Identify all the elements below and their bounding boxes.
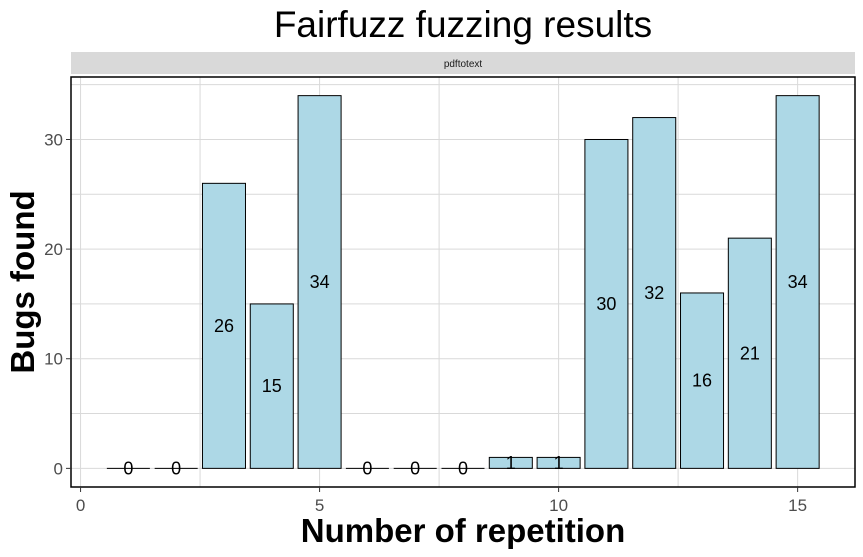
bar [727,237,772,469]
data-label: 0 [171,458,181,478]
bar [201,182,246,469]
bar [536,456,581,469]
data-label: 1 [554,453,564,473]
data-labels: 0 0 26 15 34 0 0 0 1 1 30 32 16 21 34 [123,272,807,478]
data-label: 34 [310,272,330,292]
facet-strip [71,52,855,74]
data-label: 0 [362,458,372,478]
data-label: 26 [214,316,234,336]
bar [632,117,677,469]
x-axis-title: Number of repetition [301,512,626,549]
bar [584,138,629,469]
x-tick-label: 10 [549,496,568,515]
bar [680,292,725,469]
y-axis: 0 10 20 30 [44,130,71,478]
x-tick-label: 0 [76,496,85,515]
data-label: 16 [692,371,712,391]
bars [106,95,820,469]
data-label: 30 [596,294,616,314]
bar [775,95,820,469]
data-label: 34 [788,272,808,292]
x-tick-label: 15 [788,496,807,515]
x-tick-label: 5 [315,496,324,515]
data-label: 0 [123,458,133,478]
data-label: 15 [262,376,282,396]
grid-lines [71,77,855,487]
x-axis: 0 5 10 15 [76,487,807,515]
plot-panel [70,76,856,488]
y-tick-label: 0 [54,459,63,478]
bar [488,456,533,469]
chart-title: Fairfuzz fuzzing results [274,4,652,45]
data-label: 21 [740,343,760,363]
data-label: 32 [644,283,664,303]
data-label: 0 [410,458,420,478]
bar [249,303,294,469]
bar [297,95,342,469]
y-axis-title: Bugs found [4,190,41,373]
y-tick-label: 20 [44,240,63,259]
y-tick-label: 30 [44,130,63,149]
facet-strip-label: pdftotext [444,59,483,70]
data-label: 0 [458,458,468,478]
y-tick-label: 10 [44,350,63,369]
data-label: 1 [506,453,516,473]
